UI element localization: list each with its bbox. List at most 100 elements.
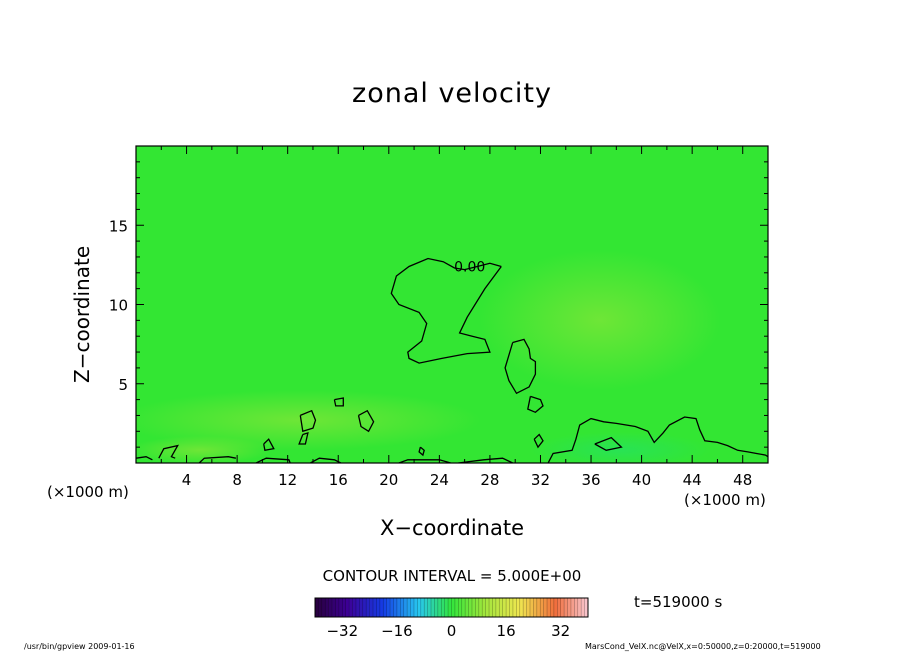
colorbar-cell — [471, 598, 476, 617]
contour-line — [418, 446, 425, 457]
colorbar-cell — [362, 598, 367, 617]
colorbar-cell — [318, 598, 323, 617]
colorbar-cell — [512, 598, 517, 617]
footer-left: /usr/bin/gpview 2009-01-16 — [24, 642, 135, 651]
contour-line — [158, 444, 179, 459]
colorbar-cell — [325, 598, 329, 617]
colorbar-cell — [458, 598, 463, 617]
x-tick-label: 36 — [581, 471, 600, 489]
contour-line — [458, 457, 513, 463]
field-patch — [136, 390, 480, 450]
x-tick-label: 20 — [379, 471, 398, 489]
colorbar-cell — [345, 598, 350, 617]
colorbar-cell — [400, 598, 405, 617]
x-tick-label: 44 — [683, 471, 702, 489]
colorbar-cell — [444, 598, 449, 617]
colorbar-cell — [468, 598, 473, 617]
colorbar-tick-label: 0 — [447, 622, 457, 640]
contour-interval-label: CONTOUR INTERVAL = 5.000E+00 — [322, 567, 582, 585]
y-tick-label: 10 — [109, 297, 128, 315]
x-tick-label: 4 — [182, 471, 192, 489]
y-tick-label: 5 — [118, 376, 128, 394]
colorbar-cell — [540, 598, 544, 617]
colorbar-cell — [485, 598, 490, 617]
colorbar-cell — [328, 598, 333, 617]
colorbar-cell — [516, 598, 521, 617]
colorbar-cell — [437, 598, 442, 617]
colorbar-cell — [390, 598, 394, 617]
colorbar-cell — [420, 598, 425, 617]
colorbar-cell — [355, 598, 360, 617]
colorbar-cell — [550, 598, 555, 617]
colorbar-cell — [335, 598, 340, 617]
contour-line — [504, 338, 537, 395]
colorbar-cell — [383, 598, 387, 617]
colorbar-tick-label: 32 — [551, 622, 570, 640]
colorbar-cell — [379, 598, 384, 617]
field-patch — [480, 250, 720, 390]
colorbar-cell — [475, 598, 480, 617]
x-tick-label: 8 — [232, 471, 242, 489]
colorbar-cell — [417, 598, 422, 617]
colorbar-cell — [431, 598, 435, 617]
colorbar-cell — [499, 598, 503, 617]
contour-line — [255, 457, 291, 463]
x-unit-label-right: (×1000 m) — [684, 491, 766, 509]
colorbar-tick-label: 16 — [497, 622, 516, 640]
colorbar-cell — [366, 598, 370, 617]
colorbar-cell — [581, 598, 585, 617]
colorbar-cell — [424, 598, 428, 617]
contour-line — [533, 433, 544, 449]
colorbar-cell — [536, 598, 541, 617]
colorbar-cell — [489, 598, 493, 617]
colorbar-cell — [461, 598, 466, 617]
colorbar-cell — [441, 598, 445, 617]
colorbar-cell — [547, 598, 551, 617]
plot-area — [136, 146, 768, 463]
x-tick-label: 28 — [480, 471, 499, 489]
colorbar-cell — [448, 598, 452, 617]
colorbar-cell — [492, 598, 497, 617]
colorbar-cell — [427, 598, 432, 617]
contour-line — [594, 436, 623, 451]
y-axis-label: Z−coordinate — [70, 245, 94, 383]
colorbar-cell — [523, 598, 527, 617]
x-tick-label: 48 — [733, 471, 752, 489]
contour-line — [333, 397, 344, 407]
colorbar-cell — [509, 598, 514, 617]
contour-line — [547, 416, 768, 463]
time-label: t=519000 s — [634, 593, 723, 611]
colorbar-cell — [574, 598, 579, 617]
colorbar-cell — [407, 598, 411, 617]
colorbar-frame — [314, 597, 589, 618]
colorbar-tick-label: −16 — [381, 622, 413, 640]
colorbar-cell — [451, 598, 456, 617]
contour-line — [298, 431, 309, 445]
x-tick-label: 32 — [531, 471, 550, 489]
colorbar-cell — [533, 598, 538, 617]
colorbar-cell — [413, 598, 418, 617]
colorbar-cell — [482, 598, 486, 617]
colorbar-cell — [434, 598, 439, 617]
colorbar-cell — [543, 598, 548, 617]
y-tick-label: 15 — [109, 217, 128, 235]
colorbar-cell — [567, 598, 572, 617]
colorbar-cell — [369, 598, 374, 617]
colorbar-cell — [403, 598, 408, 617]
colorbar-cell — [519, 598, 524, 617]
colorbar-cell — [584, 598, 589, 617]
x-tick-label: 24 — [430, 471, 449, 489]
colorbar-cell — [564, 598, 568, 617]
colorbar-cell — [553, 598, 558, 617]
colorbar-cell — [376, 598, 381, 617]
colorbar-cell — [386, 598, 391, 617]
colorbar-cell — [396, 598, 401, 617]
contour-line — [398, 459, 451, 463]
colorbar-cell — [373, 598, 377, 617]
colorbar-cell — [495, 598, 500, 617]
colorbar-cell — [338, 598, 343, 617]
colorbar-cell — [465, 598, 469, 617]
colorbar-cell — [526, 598, 531, 617]
colorbar-cell — [502, 598, 507, 617]
colorbar-cell — [570, 598, 575, 617]
